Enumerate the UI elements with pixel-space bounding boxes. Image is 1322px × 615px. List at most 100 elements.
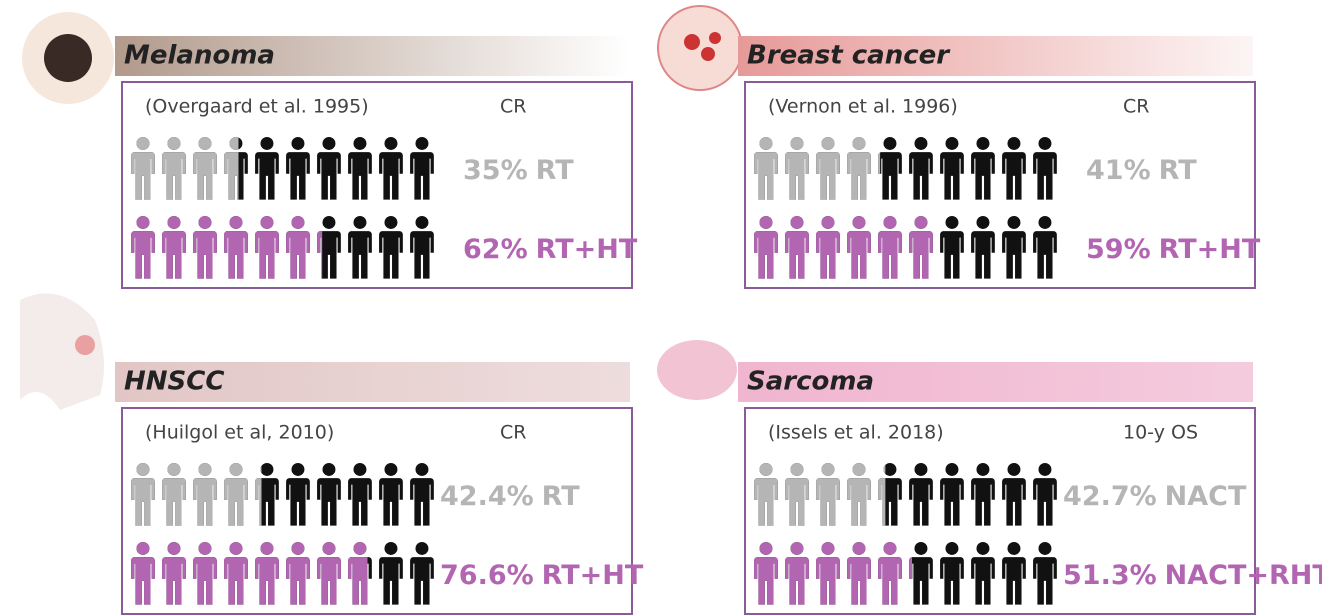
title-banner <box>738 362 1253 402</box>
panel-title: Sarcoma <box>747 367 874 397</box>
person-icon <box>1033 463 1057 526</box>
person-icon <box>971 216 995 279</box>
person-icon <box>940 216 964 279</box>
person-icon <box>785 463 809 526</box>
value-label: 76.6% RT+HT <box>440 560 644 591</box>
person-icon <box>971 542 995 605</box>
person-icon <box>410 463 434 526</box>
value-label: 62% RT+HT <box>463 234 638 265</box>
person-icon <box>224 216 248 279</box>
person-icon <box>255 216 279 279</box>
panel-title: Melanoma <box>124 41 275 71</box>
source: (Vernon et al. 1996) <box>768 96 958 118</box>
series-name: RT+HT <box>1159 234 1261 265</box>
person-icon <box>940 463 964 526</box>
person-icon <box>317 216 341 279</box>
person-icon <box>847 463 871 526</box>
person-icon <box>317 542 341 605</box>
value-label: 35% RT <box>463 155 574 186</box>
person-icon <box>193 542 217 605</box>
person-icon <box>193 463 217 526</box>
person-icon <box>940 542 964 605</box>
person-icon <box>379 216 403 279</box>
person-icon <box>286 216 310 279</box>
filled-icons <box>131 542 368 605</box>
series-name: RT <box>542 481 581 512</box>
person-icon <box>971 463 995 526</box>
person-icon <box>410 542 434 605</box>
value-text: 59% <box>1086 234 1151 265</box>
person-icon <box>878 152 881 174</box>
person-icon <box>317 463 341 526</box>
person-icon <box>286 542 310 605</box>
person-icon <box>348 463 372 526</box>
title-banner <box>115 362 630 402</box>
filled-icons <box>131 463 262 526</box>
person-icon <box>162 216 186 279</box>
panel: Breast cancer (Vernon et al. 1996) CR 41% RT… <box>738 36 1261 289</box>
filled-icons <box>754 542 913 605</box>
person-icon <box>255 542 279 605</box>
person-icon <box>816 463 840 526</box>
person-icon <box>131 216 155 279</box>
person-icon <box>379 463 403 526</box>
series-name: NACT <box>1165 481 1247 512</box>
panel-title: Breast cancer <box>747 41 951 71</box>
value-text: 42.4% <box>440 481 534 512</box>
person-icon <box>255 466 262 526</box>
filled-icons <box>131 216 323 279</box>
panel: Sarcoma (Issels et al. 2018) 10-y OS 42.7% N… <box>738 362 1322 615</box>
person-icon <box>379 542 403 605</box>
person-icon <box>131 542 155 605</box>
person-icon <box>785 542 809 605</box>
person-icon <box>878 542 902 605</box>
filled-icons <box>754 463 886 526</box>
metric: 10-y OS <box>1123 422 1198 444</box>
series-name: RT+HT <box>542 560 644 591</box>
person-icon <box>224 542 248 605</box>
person-icon <box>878 464 886 526</box>
person-icon <box>410 216 434 279</box>
person-icon <box>816 542 840 605</box>
person-icon <box>909 463 933 526</box>
person-icon <box>317 231 323 279</box>
series-name: RT <box>536 155 575 186</box>
panel: HNSCC (Huilgol et al, 2010) CR 42.4% RT 76.6%… <box>115 362 644 615</box>
person-icon <box>785 216 809 279</box>
source: (Huilgol et al, 2010) <box>145 422 334 444</box>
metric: CR <box>500 422 526 444</box>
filled-icons <box>754 216 933 279</box>
person-icon <box>1002 216 1026 279</box>
person-icon <box>816 216 840 279</box>
value-label: 51.3% NACT+RHT <box>1063 560 1322 591</box>
value-text: 76.6% <box>440 560 534 591</box>
person-icon <box>754 216 778 279</box>
person-icon <box>193 216 217 279</box>
value-label: 41% RT <box>1086 155 1197 186</box>
person-icon <box>348 542 368 605</box>
metric: CR <box>500 96 526 118</box>
person-icon <box>162 463 186 526</box>
value-text: 62% <box>463 234 528 265</box>
panel: Melanoma (Overgaard et al. 1995) CR 35% RT 62… <box>115 36 638 289</box>
person-icon <box>131 463 155 526</box>
decor <box>20 5 743 410</box>
series-name: NACT+RHT <box>1165 560 1322 591</box>
series-name: RT+HT <box>536 234 638 265</box>
person-icon <box>162 542 186 605</box>
person-icon <box>1002 542 1026 605</box>
metric: CR <box>1123 96 1149 118</box>
person-icon <box>754 542 778 605</box>
person-icon <box>224 463 248 526</box>
person-icon <box>878 216 902 279</box>
person-icon <box>348 216 372 279</box>
value-text: 41% <box>1086 155 1151 186</box>
value-text: 42.7% <box>1063 481 1157 512</box>
person-icon <box>1033 216 1057 279</box>
value-label: 42.7% NACT <box>1063 481 1247 512</box>
person-icon <box>224 137 239 200</box>
person-icon <box>847 542 871 605</box>
title-banner <box>115 36 630 76</box>
source: (Overgaard et al. 1995) <box>145 96 369 118</box>
